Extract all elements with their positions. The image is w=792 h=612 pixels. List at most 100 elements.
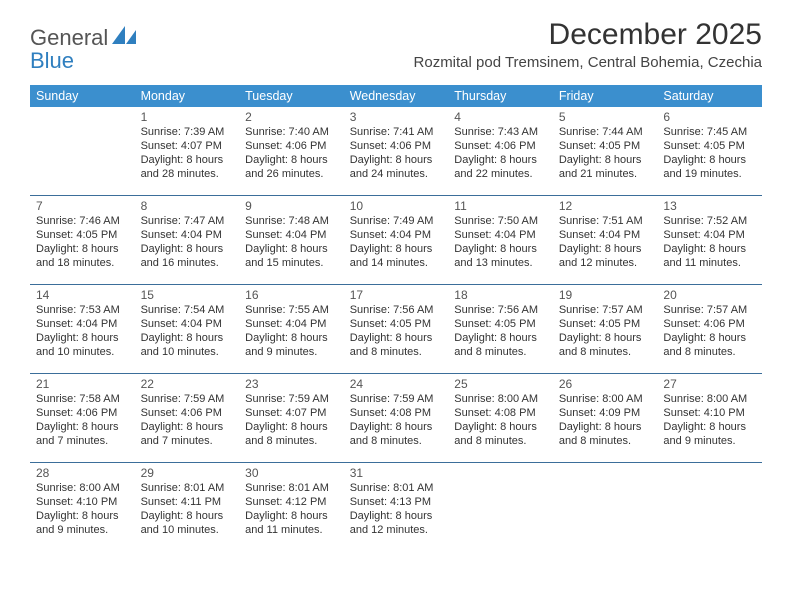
sunset-text: Sunset: 4:06 PM (663, 317, 756, 331)
day-number: 22 (141, 377, 234, 391)
brand-logo: General Blue (30, 24, 138, 52)
daylight-text: and 26 minutes. (245, 167, 338, 181)
week-row: 21Sunrise: 7:58 AMSunset: 4:06 PMDayligh… (30, 373, 762, 462)
day-number: 25 (454, 377, 547, 391)
sunrise-text: Sunrise: 7:55 AM (245, 303, 338, 317)
day-number: 7 (36, 199, 129, 213)
sunset-text: Sunset: 4:05 PM (454, 317, 547, 331)
sunrise-text: Sunrise: 8:01 AM (141, 481, 234, 495)
daylight-text: Daylight: 8 hours (245, 242, 338, 256)
daylight-text: Daylight: 8 hours (141, 420, 234, 434)
dow-thursday: Thursday (448, 85, 553, 107)
dow-wednesday: Wednesday (344, 85, 449, 107)
day-number: 23 (245, 377, 338, 391)
day-cell: 25Sunrise: 8:00 AMSunset: 4:08 PMDayligh… (448, 374, 553, 462)
logo-text-2: Blue (30, 48, 74, 74)
day-number: 19 (559, 288, 652, 302)
month-title: December 2025 (30, 18, 762, 52)
logo-sail-icon (112, 24, 138, 52)
empty-cell (553, 463, 658, 551)
daylight-text: and 11 minutes. (245, 523, 338, 537)
day-number: 16 (245, 288, 338, 302)
sunrise-text: Sunrise: 7:59 AM (350, 392, 443, 406)
sunset-text: Sunset: 4:06 PM (454, 139, 547, 153)
sunrise-text: Sunrise: 7:39 AM (141, 125, 234, 139)
sunset-text: Sunset: 4:05 PM (350, 317, 443, 331)
day-cell: 11Sunrise: 7:50 AMSunset: 4:04 PMDayligh… (448, 196, 553, 284)
sunset-text: Sunset: 4:13 PM (350, 495, 443, 509)
day-cell: 10Sunrise: 7:49 AMSunset: 4:04 PMDayligh… (344, 196, 449, 284)
daylight-text: and 8 minutes. (663, 345, 756, 359)
sunrise-text: Sunrise: 8:00 AM (36, 481, 129, 495)
day-number: 30 (245, 466, 338, 480)
daylight-text: and 8 minutes. (350, 345, 443, 359)
sunset-text: Sunset: 4:04 PM (36, 317, 129, 331)
day-number: 14 (36, 288, 129, 302)
day-cell: 17Sunrise: 7:56 AMSunset: 4:05 PMDayligh… (344, 285, 449, 373)
daylight-text: and 8 minutes. (559, 345, 652, 359)
sunrise-text: Sunrise: 7:56 AM (350, 303, 443, 317)
empty-cell (657, 463, 762, 551)
daylight-text: and 9 minutes. (245, 345, 338, 359)
daylight-text: and 24 minutes. (350, 167, 443, 181)
sunset-text: Sunset: 4:10 PM (663, 406, 756, 420)
day-cell: 6Sunrise: 7:45 AMSunset: 4:05 PMDaylight… (657, 107, 762, 195)
day-number: 29 (141, 466, 234, 480)
weeks-container: 1Sunrise: 7:39 AMSunset: 4:07 PMDaylight… (30, 107, 762, 551)
day-number: 6 (663, 110, 756, 124)
dow-friday: Friday (553, 85, 658, 107)
daylight-text: Daylight: 8 hours (454, 242, 547, 256)
day-cell: 5Sunrise: 7:44 AMSunset: 4:05 PMDaylight… (553, 107, 658, 195)
day-cell: 15Sunrise: 7:54 AMSunset: 4:04 PMDayligh… (135, 285, 240, 373)
sunset-text: Sunset: 4:04 PM (663, 228, 756, 242)
sunset-text: Sunset: 4:05 PM (559, 317, 652, 331)
calendar: SundayMondayTuesdayWednesdayThursdayFrid… (30, 85, 762, 551)
day-number: 8 (141, 199, 234, 213)
daylight-text: Daylight: 8 hours (141, 331, 234, 345)
daylight-text: and 8 minutes. (245, 434, 338, 448)
sunset-text: Sunset: 4:06 PM (141, 406, 234, 420)
sunset-text: Sunset: 4:06 PM (36, 406, 129, 420)
sunset-text: Sunset: 4:05 PM (36, 228, 129, 242)
sunrise-text: Sunrise: 7:56 AM (454, 303, 547, 317)
day-cell: 23Sunrise: 7:59 AMSunset: 4:07 PMDayligh… (239, 374, 344, 462)
daylight-text: and 9 minutes. (663, 434, 756, 448)
sunrise-text: Sunrise: 7:52 AM (663, 214, 756, 228)
daylight-text: and 8 minutes. (350, 434, 443, 448)
sunrise-text: Sunrise: 7:43 AM (454, 125, 547, 139)
day-cell: 16Sunrise: 7:55 AMSunset: 4:04 PMDayligh… (239, 285, 344, 373)
sunrise-text: Sunrise: 7:41 AM (350, 125, 443, 139)
day-cell: 27Sunrise: 8:00 AMSunset: 4:10 PMDayligh… (657, 374, 762, 462)
daylight-text: and 8 minutes. (454, 434, 547, 448)
sunset-text: Sunset: 4:04 PM (245, 228, 338, 242)
daylight-text: Daylight: 8 hours (36, 420, 129, 434)
daylight-text: and 14 minutes. (350, 256, 443, 270)
daylight-text: and 21 minutes. (559, 167, 652, 181)
sunrise-text: Sunrise: 7:53 AM (36, 303, 129, 317)
day-cell: 19Sunrise: 7:57 AMSunset: 4:05 PMDayligh… (553, 285, 658, 373)
day-cell: 13Sunrise: 7:52 AMSunset: 4:04 PMDayligh… (657, 196, 762, 284)
day-number: 4 (454, 110, 547, 124)
sunset-text: Sunset: 4:04 PM (454, 228, 547, 242)
sunrise-text: Sunrise: 7:45 AM (663, 125, 756, 139)
daylight-text: Daylight: 8 hours (141, 509, 234, 523)
day-number: 17 (350, 288, 443, 302)
sunrise-text: Sunrise: 8:00 AM (663, 392, 756, 406)
daylight-text: Daylight: 8 hours (350, 509, 443, 523)
daylight-text: Daylight: 8 hours (245, 509, 338, 523)
day-cell: 3Sunrise: 7:41 AMSunset: 4:06 PMDaylight… (344, 107, 449, 195)
daylight-text: and 12 minutes. (350, 523, 443, 537)
daylight-text: and 16 minutes. (141, 256, 234, 270)
sunrise-text: Sunrise: 7:54 AM (141, 303, 234, 317)
day-cell: 20Sunrise: 7:57 AMSunset: 4:06 PMDayligh… (657, 285, 762, 373)
week-row: 28Sunrise: 8:00 AMSunset: 4:10 PMDayligh… (30, 462, 762, 551)
day-cell: 9Sunrise: 7:48 AMSunset: 4:04 PMDaylight… (239, 196, 344, 284)
sunrise-text: Sunrise: 7:59 AM (245, 392, 338, 406)
sunrise-text: Sunrise: 7:47 AM (141, 214, 234, 228)
dow-monday: Monday (135, 85, 240, 107)
sunset-text: Sunset: 4:04 PM (350, 228, 443, 242)
day-cell: 4Sunrise: 7:43 AMSunset: 4:06 PMDaylight… (448, 107, 553, 195)
day-number: 24 (350, 377, 443, 391)
daylight-text: and 11 minutes. (663, 256, 756, 270)
daylight-text: and 18 minutes. (36, 256, 129, 270)
